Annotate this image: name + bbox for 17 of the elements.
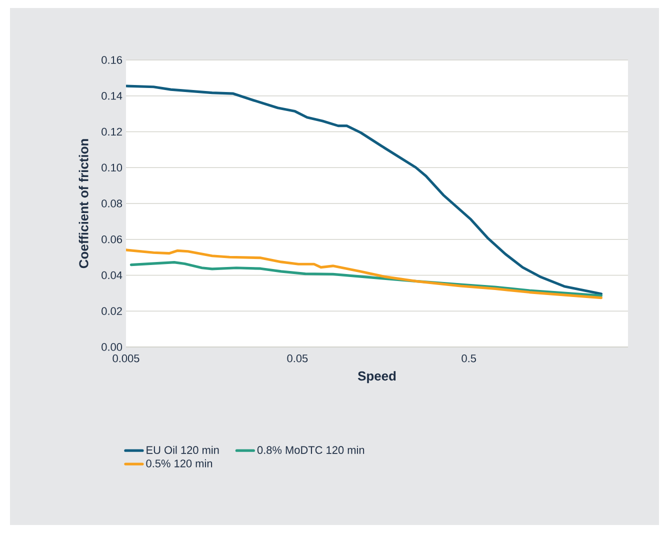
legend-label: 0.5% 120 min bbox=[146, 459, 212, 468]
x-tick-label: 0.5 bbox=[462, 354, 476, 362]
y-tick-label: 0.14 bbox=[102, 92, 122, 100]
y-tick-label: 0.10 bbox=[102, 164, 122, 172]
x-axis-title: Speed bbox=[358, 371, 396, 384]
y-tick-label: 0.04 bbox=[102, 271, 122, 280]
y-tick-label: 0.00 bbox=[102, 343, 122, 351]
x-tick-label: 0.05 bbox=[287, 354, 308, 362]
y-tick-label: 0.12 bbox=[102, 128, 122, 136]
legend-label: 0.8% MoDTC 120 min bbox=[257, 446, 364, 454]
y-tick-label: 0.02 bbox=[102, 307, 122, 315]
legend-label: EU Oil 120 min bbox=[146, 446, 219, 454]
y-axis-title: Coefficient of friction bbox=[78, 139, 88, 268]
y-tick-label: 0.08 bbox=[102, 200, 122, 208]
y-tick-label: 0.16 bbox=[102, 56, 122, 64]
x-tick-label: 0.005 bbox=[112, 354, 140, 362]
y-tick-label: 0.06 bbox=[102, 235, 122, 244]
